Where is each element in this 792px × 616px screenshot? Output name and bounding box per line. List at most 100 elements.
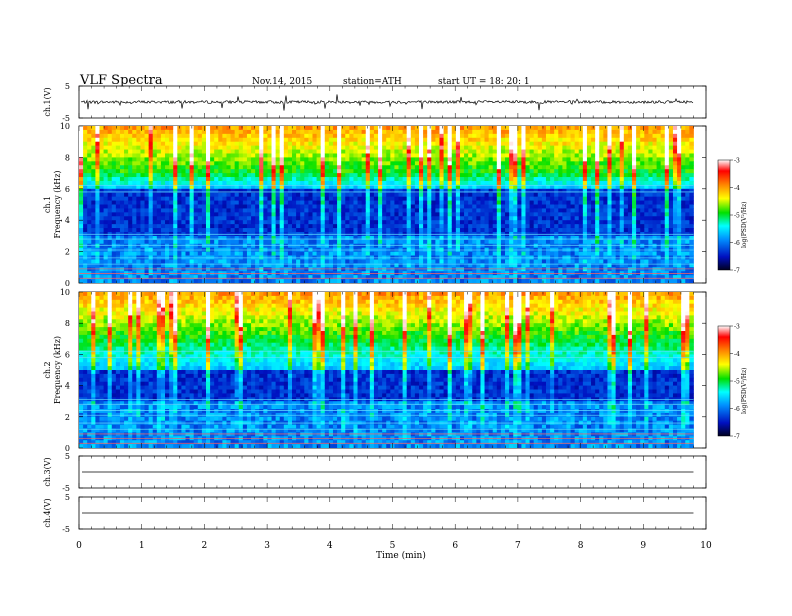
- spectrogram-cell: [571, 134, 576, 138]
- spectrogram-cell: [370, 228, 375, 232]
- spectrogram-cell: [497, 177, 502, 181]
- spectrogram-cell: [509, 236, 514, 240]
- spectrogram-cell: [284, 146, 289, 150]
- spectrogram-cell: [276, 130, 281, 134]
- spectrogram-cell: [526, 161, 531, 165]
- spectrogram-cell: [317, 153, 322, 157]
- spectrogram-cell: [251, 134, 256, 138]
- spectrogram-cell: [587, 134, 592, 138]
- spectrogram-cell: [464, 252, 469, 256]
- spectrogram-cell: [296, 224, 301, 228]
- spectrogram-cell: [161, 169, 166, 173]
- spectrogram-cell: [198, 279, 203, 283]
- spectrogram-cell: [214, 279, 219, 283]
- spectrogram-cell: [255, 224, 260, 228]
- spectrogram-cell: [226, 228, 231, 232]
- spectrogram-cell: [390, 267, 395, 271]
- spectrogram-cell: [345, 197, 350, 201]
- spectrogram-cell: [145, 142, 150, 146]
- spectrogram-cell: [288, 197, 293, 201]
- spectrogram-cell: [493, 220, 498, 224]
- spectrogram-cell: [312, 197, 317, 201]
- spectrogram-cell: [235, 212, 240, 216]
- spectrogram-cell: [485, 240, 490, 244]
- spectrogram-cell: [112, 189, 117, 193]
- spectrogram-cell: [300, 220, 305, 224]
- spectrogram-cell: [194, 189, 199, 193]
- spectrogram-cell: [378, 236, 383, 240]
- spectrogram-cell: [210, 252, 215, 256]
- spectrogram-cell: [542, 275, 547, 279]
- spectrogram-cell: [444, 197, 449, 201]
- spectrogram-cell: [263, 244, 268, 248]
- spectrogram-cell: [210, 189, 215, 193]
- spectrogram-cell: [173, 259, 178, 263]
- spectrogram-cell: [157, 236, 162, 240]
- spectrogram-cell: [419, 216, 424, 220]
- spectrogram-cell: [403, 252, 408, 256]
- spectrogram-cell: [505, 212, 510, 216]
- spectrogram-cell: [161, 146, 166, 150]
- spectrogram-cell: [558, 173, 563, 177]
- spectrogram-cell: [161, 208, 166, 212]
- spectrogram-cell: [444, 212, 449, 216]
- spectrogram-cell: [149, 259, 154, 263]
- spectrogram-cell: [153, 240, 158, 244]
- spectrogram-cell: [177, 244, 182, 248]
- spectrogram-cell: [157, 240, 162, 244]
- spectrogram-cell: [272, 130, 277, 134]
- spectrogram-cell: [341, 244, 346, 248]
- spectrogram-cell: [435, 177, 440, 181]
- spectrogram-cell: [308, 134, 313, 138]
- spectrogram-cell: [464, 259, 469, 263]
- spectrogram-cell: [116, 228, 121, 232]
- spectrogram-cell: [427, 146, 432, 150]
- spectrogram-cell: [226, 259, 231, 263]
- spectrogram-cell: [235, 259, 240, 263]
- spectrogram-cell: [108, 126, 113, 130]
- spectrogram-cell: [153, 165, 158, 169]
- spectrogram-cell: [538, 224, 543, 228]
- spectrogram-cell: [558, 236, 563, 240]
- spectrogram-cell: [390, 240, 395, 244]
- spectrogram-cell: [91, 201, 96, 205]
- spectrogram-cell: [358, 205, 363, 209]
- spectrogram-cell: [550, 197, 555, 201]
- spectrogram-cell: [263, 240, 268, 244]
- spectrogram-cell: [362, 220, 367, 224]
- spectrogram-cell: [95, 150, 100, 154]
- spectrogram-cell: [337, 228, 342, 232]
- spectrogram-cell: [157, 252, 162, 256]
- spectrogram-cell: [456, 126, 461, 130]
- spectrogram-cell: [329, 216, 334, 220]
- spectrogram-cell: [575, 130, 580, 134]
- spectrogram-cell: [509, 212, 514, 216]
- spectrogram-cell: [485, 173, 490, 177]
- spectrogram-cell: [370, 259, 375, 263]
- spectrogram-cell: [341, 275, 346, 279]
- spectrogram-cell: [345, 259, 350, 263]
- spectrogram-cell: [321, 177, 326, 181]
- spectrogram-cell: [579, 267, 584, 271]
- spectrogram-cell: [489, 130, 494, 134]
- spectrogram-cell: [452, 220, 457, 224]
- spectrogram-cell: [521, 177, 526, 181]
- spectrogram-cell: [149, 279, 154, 283]
- spectrogram-cell: [587, 201, 592, 205]
- spectrogram-cell: [173, 134, 178, 138]
- spectrogram-cell: [140, 259, 145, 263]
- spectrogram-cell: [186, 224, 191, 228]
- spectrogram-cell: [149, 189, 154, 193]
- spectrogram-cell: [517, 228, 522, 232]
- spectrogram-cell: [505, 165, 510, 169]
- spectrogram-cell: [444, 228, 449, 232]
- spectrogram-cell: [79, 134, 84, 138]
- spectrogram-cell: [452, 216, 457, 220]
- spectrogram-cell: [169, 240, 174, 244]
- spectrogram-cell: [267, 142, 272, 146]
- spectrogram-cell: [394, 138, 399, 142]
- spectrogram-cell: [489, 212, 494, 216]
- spectrogram-cell: [247, 267, 252, 271]
- spectrogram-cell: [345, 150, 350, 154]
- spectrogram-cell: [476, 220, 481, 224]
